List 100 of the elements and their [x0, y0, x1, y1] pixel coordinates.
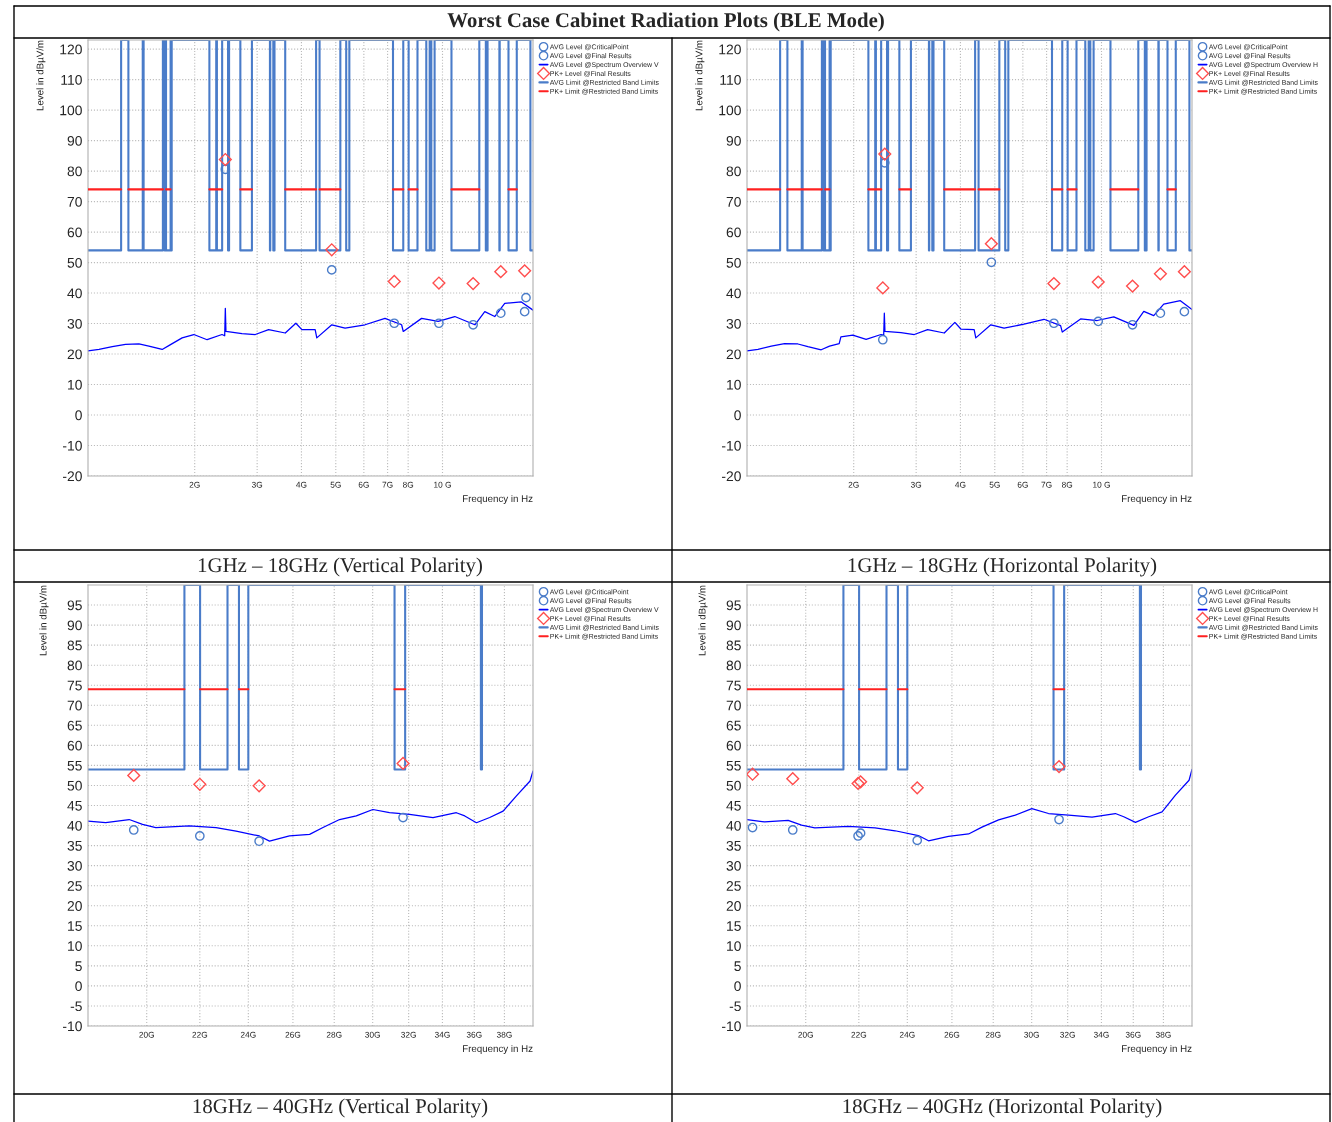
y-tick-label: 65: [726, 720, 741, 731]
x-axis-title: Frequency in Hz: [1122, 1044, 1192, 1054]
y-tick-label: 75: [726, 680, 741, 691]
y-tick-label: 50: [726, 780, 741, 791]
y-tick-label: 45: [726, 800, 741, 811]
y-tick-label: 80: [67, 166, 82, 177]
y-tick-label: 70: [726, 700, 741, 711]
x-tick-label: 10 G: [1093, 481, 1110, 488]
y-tick-label: 30: [726, 860, 741, 871]
y-tick-label: 40: [67, 288, 82, 299]
y-axis-title: Level in dBµV/m: [698, 585, 708, 656]
x-tick-label: 32G: [401, 1031, 416, 1038]
x-tick-label: 2G: [189, 481, 200, 488]
x-tick-label: 7G: [382, 481, 393, 488]
y-tick-label: 10: [68, 941, 82, 951]
x-tick-label: 36G: [466, 1031, 482, 1038]
y-tick-label: 0: [734, 410, 741, 421]
x-axis-title: Frequency in Hz: [1122, 494, 1192, 504]
x-tick-label: 30G: [1024, 1031, 1039, 1038]
y-tick-label: 20: [726, 349, 741, 360]
y-tick-label: 80: [726, 166, 741, 177]
y-tick-label: 100: [719, 105, 741, 116]
y-tick-label: 120: [719, 44, 741, 55]
y-tick-label: 50: [67, 257, 82, 268]
y-tick-label: -10: [62, 1021, 82, 1032]
text: 1GHz – 18GHz (Vertical Polarity): [198, 557, 482, 577]
y-tick-label: 15: [68, 921, 82, 931]
y-tick-label: 0: [75, 981, 82, 992]
y-tick-label: -10: [721, 1021, 741, 1032]
x-tick-label: 2G: [848, 481, 859, 488]
x-tick-label: 34G: [434, 1031, 450, 1038]
y-tick-label: 80: [67, 660, 82, 671]
y-tick-label: 10: [727, 941, 741, 951]
y-tick-label: 120: [60, 44, 82, 55]
x-tick-label: 5G: [989, 481, 1000, 488]
y-tick-label: 20: [67, 349, 82, 360]
y-tick-label: 60: [726, 227, 741, 238]
y-tick-label: 95: [726, 600, 741, 611]
y-tick-label: 55: [67, 760, 82, 771]
y-tick-label: 45: [67, 800, 82, 811]
y-tick-label: 60: [67, 227, 82, 238]
x-tick-label: 22G: [192, 1031, 208, 1038]
y-tick-label: 55: [726, 760, 741, 771]
y-tick-label: 50: [67, 780, 82, 791]
x-tick-label: 26G: [285, 1031, 301, 1038]
y-tick-label: 90: [726, 620, 741, 631]
y-tick-label: 5: [75, 961, 82, 972]
y-tick-label: 100: [60, 105, 82, 116]
y-tick-label: 25: [67, 881, 82, 891]
x-tick-label: 4G: [955, 481, 966, 488]
x-tick-label: 20G: [139, 1031, 154, 1038]
text: 1GHz – 18GHz (Horizontal Polarity): [848, 557, 1157, 577]
x-tick-label: 10 G: [434, 481, 451, 488]
x-tick-label: 38G: [496, 1031, 512, 1038]
y-tick-label: 25: [726, 881, 741, 891]
x-tick-label: 32G: [1060, 1031, 1075, 1038]
x-tick-label: 20G: [798, 1031, 813, 1038]
y-axis-title: Level in dBµV/m: [695, 40, 705, 111]
y-tick-label: -20: [721, 471, 741, 482]
x-tick-label: 3G: [251, 481, 263, 488]
y-tick-label: 60: [67, 740, 82, 751]
x-tick-label: 4G: [296, 481, 307, 488]
y-tick-label: 40: [726, 820, 741, 831]
y-tick-label: 0: [734, 981, 741, 992]
y-tick-label: 70: [726, 196, 741, 207]
x-tick-label: 36G: [1125, 1031, 1141, 1038]
y-tick-label: 15: [727, 921, 741, 931]
text: 18GHz – 40GHz (Vertical Polarity): [193, 1098, 488, 1118]
y-tick-label: 90: [67, 620, 82, 631]
y-tick-label: 20: [726, 901, 741, 911]
x-tick-label: 38G: [1155, 1031, 1171, 1038]
y-tick-label: 10: [727, 379, 741, 390]
x-tick-label: 8G: [402, 481, 414, 488]
y-tick-label: 40: [67, 820, 82, 831]
y-tick-label: 50: [726, 257, 741, 268]
x-tick-label: 28G: [985, 1031, 1001, 1038]
x-tick-label: 24G: [899, 1031, 915, 1038]
x-tick-label: 26G: [944, 1031, 960, 1038]
y-axis-title: Level in dBµV/m: [39, 585, 49, 656]
y-tick-label: 35: [67, 840, 82, 851]
y-tick-label: 30: [67, 860, 82, 871]
y-tick-label: 65: [67, 720, 82, 731]
y-tick-label: 70: [67, 700, 82, 711]
y-tick-label: 90: [67, 135, 82, 146]
x-tick-label: 8G: [1061, 481, 1073, 488]
y-tick-label: -5: [70, 1001, 82, 1012]
y-tick-label: 85: [67, 640, 82, 651]
y-tick-label: 90: [726, 135, 741, 146]
x-tick-label: 22G: [851, 1031, 867, 1038]
x-tick-label: 3G: [910, 481, 922, 488]
y-tick-label: 95: [67, 600, 82, 611]
y-tick-label: 40: [726, 288, 741, 299]
y-tick-label: 30: [67, 318, 82, 329]
y-tick-label: 30: [726, 318, 741, 329]
x-axis-title: Frequency in Hz: [463, 494, 533, 504]
x-tick-label: 24G: [240, 1031, 256, 1038]
y-tick-label: 75: [67, 680, 82, 691]
x-tick-label: 28G: [326, 1031, 342, 1038]
y-axis-title: Level in dBµV/m: [36, 40, 46, 111]
y-tick-label: 35: [726, 840, 741, 851]
